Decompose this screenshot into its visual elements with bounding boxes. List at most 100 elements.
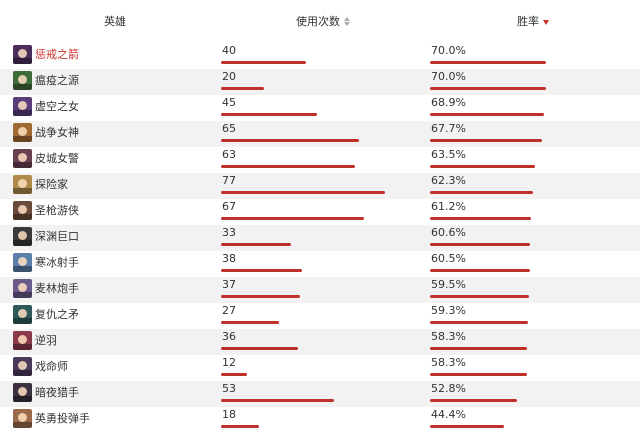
hero-name: 暗夜猎手 bbox=[35, 386, 79, 399]
winrate-bar bbox=[430, 87, 546, 90]
winrate-bar bbox=[430, 139, 542, 142]
hero-name: 虚空之女 bbox=[35, 100, 79, 113]
uses-value: 45 bbox=[222, 96, 236, 109]
sort-desc-icon[interactable] bbox=[543, 17, 549, 27]
table-row[interactable]: 麦林炮手 37 59.5% bbox=[0, 277, 640, 303]
table-row[interactable]: 英勇投弹手 18 44.4% bbox=[0, 407, 640, 433]
hero-name: 复仇之矛 bbox=[35, 308, 79, 321]
uses-value: 38 bbox=[222, 252, 236, 265]
winrate-value: 62.3% bbox=[431, 174, 466, 187]
winrate-bar bbox=[430, 191, 533, 194]
table-row[interactable]: 寒冰射手 38 60.5% bbox=[0, 251, 640, 277]
winrate-value: 58.3% bbox=[431, 330, 466, 343]
hero-avatar-icon bbox=[13, 227, 32, 246]
uses-bar bbox=[221, 113, 317, 116]
uses-value: 53 bbox=[222, 382, 236, 395]
hero-avatar-icon bbox=[13, 149, 32, 168]
uses-value: 77 bbox=[222, 174, 236, 187]
winrate-value: 68.9% bbox=[431, 96, 466, 109]
table-row[interactable]: 逆羽 36 58.3% bbox=[0, 329, 640, 355]
hero-name: 深渊巨口 bbox=[35, 230, 79, 243]
hero-name[interactable]: 惩戒之箭 bbox=[35, 48, 79, 61]
winrate-bar bbox=[430, 347, 527, 350]
table-row[interactable]: 惩戒之箭 40 70.0% bbox=[0, 43, 640, 69]
uses-bar bbox=[221, 217, 364, 220]
hero-avatar-icon bbox=[13, 123, 32, 142]
winrate-bar bbox=[430, 399, 517, 402]
table-row[interactable]: 戏命师 12 58.3% bbox=[0, 355, 640, 381]
uses-value: 37 bbox=[222, 278, 236, 291]
uses-bar bbox=[221, 61, 306, 64]
column-header-winrate[interactable]: 胜率 bbox=[517, 15, 549, 29]
uses-value: 40 bbox=[222, 44, 236, 57]
column-header-uses-label: 使用次数 bbox=[296, 15, 340, 28]
hero-name: 皮城女警 bbox=[35, 152, 79, 165]
table-row[interactable]: 圣枪游侠 67 61.2% bbox=[0, 199, 640, 225]
uses-value: 36 bbox=[222, 330, 236, 343]
winrate-value: 44.4% bbox=[431, 408, 466, 421]
uses-bar bbox=[221, 243, 291, 246]
winrate-value: 58.3% bbox=[431, 356, 466, 369]
table-row[interactable]: 复仇之矛 27 59.3% bbox=[0, 303, 640, 329]
sort-icon[interactable] bbox=[344, 17, 350, 27]
hero-avatar-icon bbox=[13, 71, 32, 90]
hero-name: 瘟疫之源 bbox=[35, 74, 79, 87]
table-row[interactable]: 皮城女警 63 63.5% bbox=[0, 147, 640, 173]
winrate-bar bbox=[430, 321, 528, 324]
uses-value: 63 bbox=[222, 148, 236, 161]
hero-name: 探险家 bbox=[35, 178, 68, 191]
uses-bar bbox=[221, 373, 247, 376]
hero-avatar-icon bbox=[13, 175, 32, 194]
hero-avatar-icon bbox=[13, 409, 32, 428]
uses-bar bbox=[221, 399, 334, 402]
column-header-uses[interactable]: 使用次数 bbox=[296, 15, 350, 29]
winrate-value: 70.0% bbox=[431, 70, 466, 83]
uses-value: 33 bbox=[222, 226, 236, 239]
winrate-bar bbox=[430, 243, 530, 246]
uses-bar bbox=[221, 347, 298, 350]
winrate-bar bbox=[430, 425, 504, 428]
uses-bar bbox=[221, 191, 385, 194]
hero-name: 寒冰射手 bbox=[35, 256, 79, 269]
hero-name: 英勇投弹手 bbox=[35, 412, 90, 425]
winrate-bar bbox=[430, 217, 531, 220]
hero-avatar-icon bbox=[13, 357, 32, 376]
uses-bar bbox=[221, 165, 355, 168]
table-row[interactable]: 战争女神 65 67.7% bbox=[0, 121, 640, 147]
table-row[interactable]: 虚空之女 45 68.9% bbox=[0, 95, 640, 121]
hero-avatar-icon bbox=[13, 331, 32, 350]
winrate-value: 61.2% bbox=[431, 200, 466, 213]
hero-avatar-icon bbox=[13, 201, 32, 220]
uses-value: 27 bbox=[222, 304, 236, 317]
hero-avatar-icon bbox=[13, 45, 32, 64]
winrate-value: 59.5% bbox=[431, 278, 466, 291]
uses-bar bbox=[221, 139, 359, 142]
hero-name: 战争女神 bbox=[35, 126, 79, 139]
uses-bar bbox=[221, 425, 259, 428]
winrate-bar bbox=[430, 373, 527, 376]
table-row[interactable]: 瘟疫之源 20 70.0% bbox=[0, 69, 640, 95]
winrate-bar bbox=[430, 113, 544, 116]
hero-name: 逆羽 bbox=[35, 334, 57, 347]
hero-avatar-icon bbox=[13, 383, 32, 402]
hero-name: 圣枪游侠 bbox=[35, 204, 79, 217]
uses-value: 67 bbox=[222, 200, 236, 213]
uses-bar bbox=[221, 87, 264, 90]
winrate-value: 59.3% bbox=[431, 304, 466, 317]
table-row[interactable]: 暗夜猎手 53 52.8% bbox=[0, 381, 640, 407]
uses-bar bbox=[221, 295, 300, 298]
hero-name: 戏命师 bbox=[35, 360, 68, 373]
winrate-bar bbox=[430, 165, 535, 168]
table-header: 英雄 使用次数 胜率 bbox=[0, 0, 640, 44]
winrate-value: 63.5% bbox=[431, 148, 466, 161]
table-row[interactable]: 探险家 77 62.3% bbox=[0, 173, 640, 199]
winrate-bar bbox=[430, 269, 530, 272]
column-header-hero: 英雄 bbox=[104, 15, 126, 28]
hero-avatar-icon bbox=[13, 305, 32, 324]
column-header-winrate-label: 胜率 bbox=[517, 15, 539, 28]
table-row[interactable]: 深渊巨口 33 60.6% bbox=[0, 225, 640, 251]
winrate-value: 52.8% bbox=[431, 382, 466, 395]
hero-avatar-icon bbox=[13, 97, 32, 116]
winrate-value: 60.6% bbox=[431, 226, 466, 239]
